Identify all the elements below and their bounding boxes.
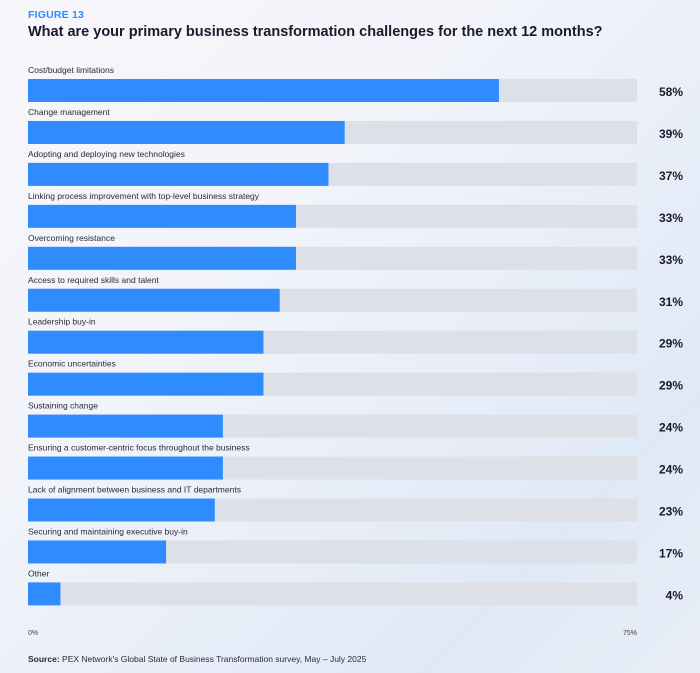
value-label: 17% [659,546,683,560]
category-label: Economic uncertainties [28,359,116,369]
source-prefix: Source: [28,654,60,664]
bar [28,457,223,480]
category-label: Securing and maintaining executive buy-i… [28,526,188,536]
value-label: 24% [659,421,683,435]
bar [28,79,499,102]
value-label: 29% [659,379,683,393]
category-label: Leadership buy-in [28,317,96,327]
value-label: 4% [666,588,684,602]
category-label: Ensuring a customer-centric focus throug… [28,443,250,453]
value-label: 58% [659,85,683,99]
bar [28,205,296,228]
value-label: 31% [659,295,683,309]
bar [28,331,263,354]
value-label: 39% [659,127,683,141]
bar [28,582,60,605]
bar-chart: Cost/budget limitations 58% Change managem… [0,0,700,673]
source-text: PEX Network's Global State of Business T… [62,654,366,664]
axis-tick-label-end: 75% [623,630,637,637]
bar [28,540,166,563]
category-label: Linking process improvement with top-lev… [28,191,260,201]
value-label: 37% [659,169,683,183]
bar [28,289,280,312]
bar [28,247,296,270]
bar [28,499,215,522]
category-label: Change management [28,107,110,117]
category-label: Lack of alignment between business and I… [28,485,241,495]
axis-tick-label-start: 0% [28,630,38,637]
category-label: Sustaining change [28,401,98,411]
value-label: 33% [659,253,683,267]
value-label: 29% [659,337,683,351]
category-label: Access to required skills and talent [28,275,160,285]
bar [28,121,345,144]
category-label: Overcoming resistance [28,233,115,243]
bar [28,415,223,438]
value-label: 23% [659,505,683,519]
bar [28,373,263,396]
bar-track [28,582,637,605]
value-label: 33% [659,211,683,225]
category-label: Adopting and deploying new technologies [28,149,185,159]
value-label: 24% [659,463,683,477]
bar [28,163,328,186]
source-note: Source: PEX Network's Global State of Bu… [28,654,366,664]
category-label: Cost/budget limitations [28,65,114,75]
category-label: Other [28,568,49,578]
